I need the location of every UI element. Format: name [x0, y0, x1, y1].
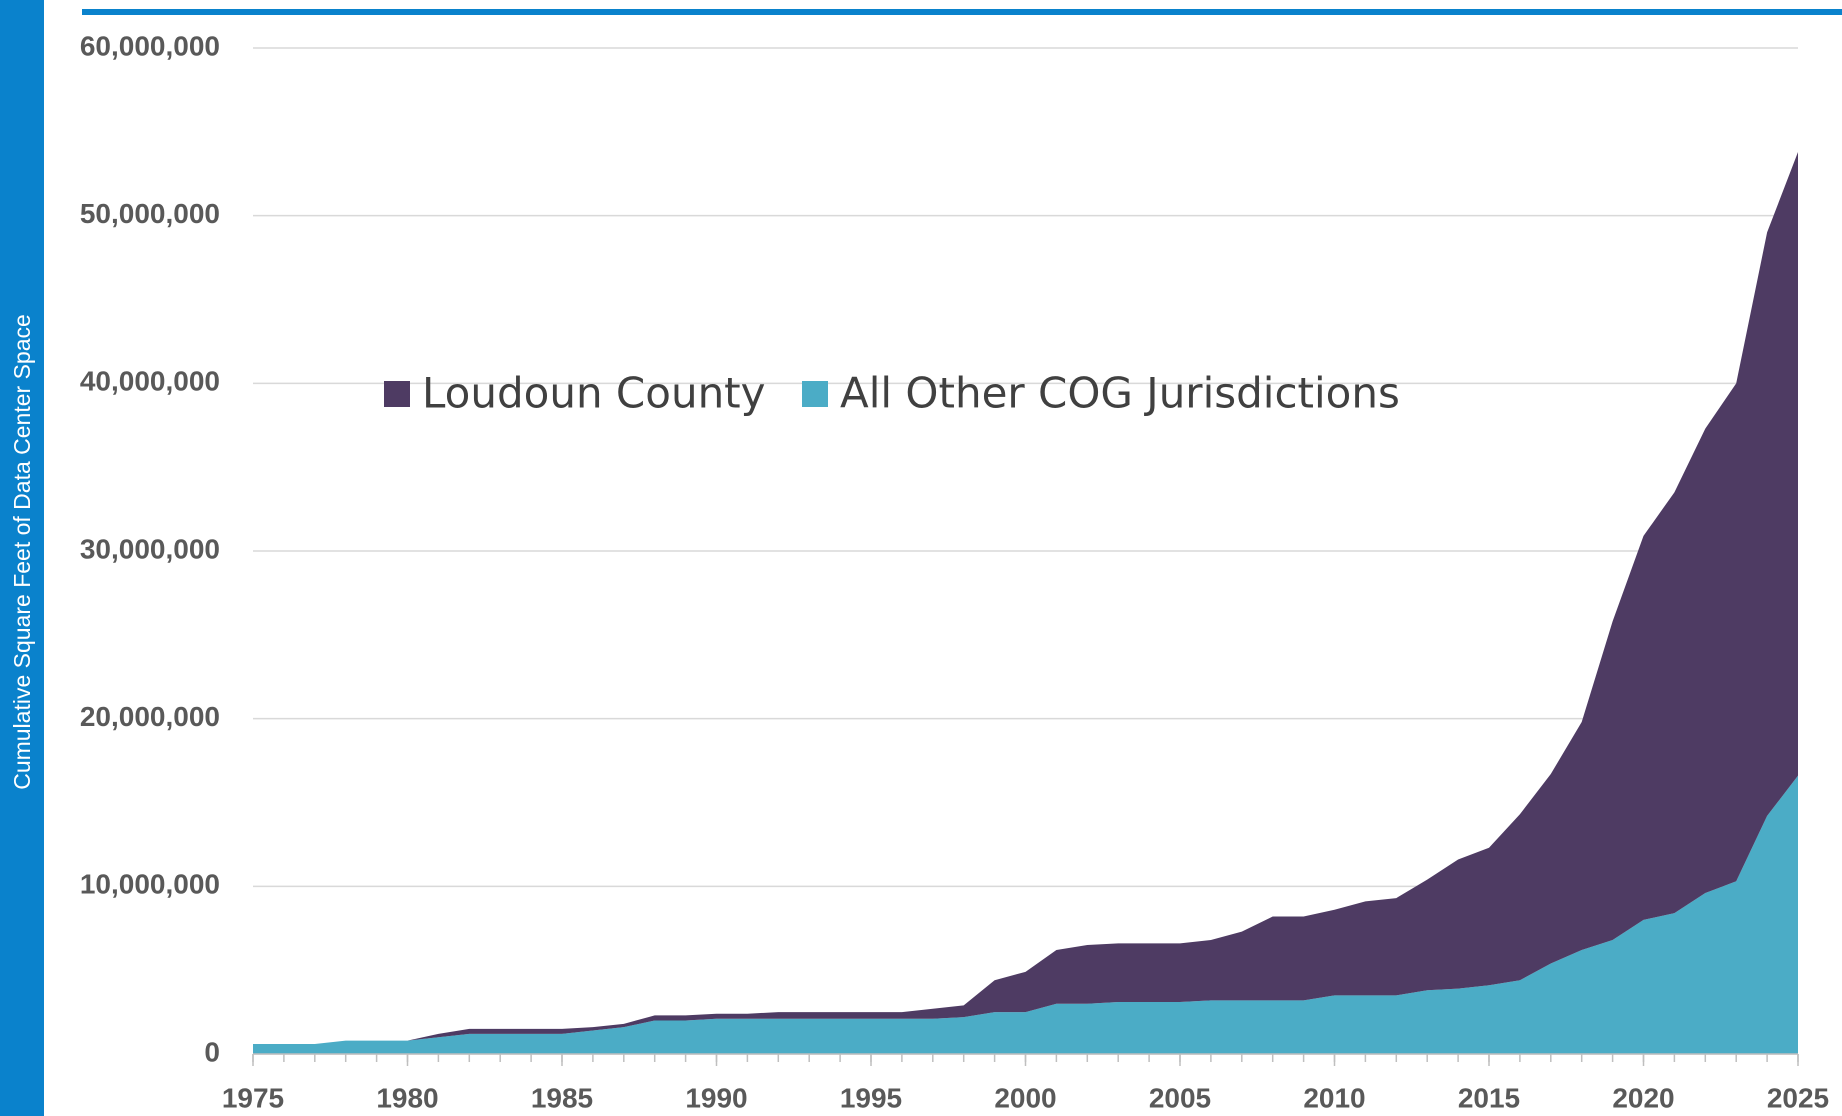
x-tick-label: 1990: [685, 1082, 747, 1113]
y-tick-label: 50,000,000: [80, 198, 220, 229]
x-tick-label: 1980: [376, 1082, 438, 1113]
legend-label: All Other COG Jurisdictions: [840, 369, 1400, 418]
y-tick-label: 0: [204, 1036, 220, 1067]
side-band: [0, 0, 44, 1116]
legend-swatch: [802, 381, 828, 407]
top-rule: [82, 9, 1842, 15]
area: [253, 151, 1798, 1044]
legend-label: Loudoun County: [422, 369, 766, 418]
area: [253, 775, 1798, 1054]
x-tick-label: 2025: [1767, 1082, 1829, 1113]
y-tick-label: 10,000,000: [80, 869, 220, 900]
legend-swatch: [384, 381, 410, 407]
y-tick-label: 40,000,000: [80, 366, 220, 397]
y-tick-label: 20,000,000: [80, 701, 220, 732]
y-tick-label: 60,000,000: [80, 30, 220, 61]
x-tick-label: 2020: [1612, 1082, 1674, 1113]
x-tick-label: 2000: [994, 1082, 1056, 1113]
y-axis-label: Cumulative Square Feet of Data Center Sp…: [9, 314, 35, 790]
x-tick-label: 1975: [222, 1082, 284, 1113]
x-tick-label: 2015: [1458, 1082, 1520, 1113]
x-tick-label: 1985: [531, 1082, 593, 1113]
y-tick-label: 30,000,000: [80, 533, 220, 564]
x-tick-label: 2005: [1149, 1082, 1211, 1113]
x-tick-label: 1995: [840, 1082, 902, 1113]
x-tick-label: 2010: [1303, 1082, 1365, 1113]
